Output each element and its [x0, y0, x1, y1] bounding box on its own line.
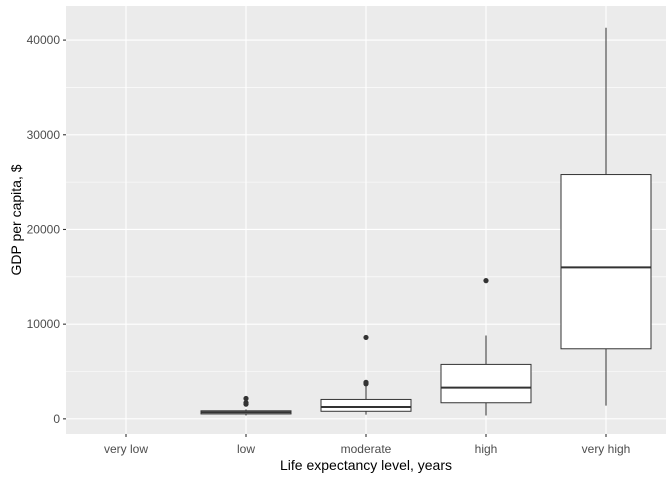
- box: [560, 174, 652, 350]
- y-tick-label: 20000: [27, 222, 61, 236]
- y-tick-label: 0: [53, 412, 60, 426]
- outlier-point: [243, 395, 249, 402]
- x-axis: very low low moderate high very high: [104, 434, 630, 456]
- y-axis: 0 10000 20000 30000 40000: [27, 33, 66, 426]
- outlier-point: [363, 334, 369, 341]
- x-tick-label: high: [475, 442, 498, 456]
- y-axis-title: GDP per capita, $: [8, 164, 24, 275]
- x-tick-label: very low: [104, 442, 148, 456]
- box: [440, 363, 532, 404]
- outlier-point: [363, 379, 369, 385]
- outlier-point: [243, 400, 249, 406]
- boxes: [200, 27, 652, 416]
- box: [320, 398, 412, 412]
- x-tick-label: very high: [582, 442, 631, 456]
- y-tick-label: 30000: [27, 128, 61, 142]
- x-tick-label: moderate: [341, 442, 392, 456]
- x-axis-title: Life expectancy level, years: [280, 457, 452, 473]
- outlier-point: [483, 278, 489, 284]
- x-tick-label: low: [237, 442, 255, 456]
- y-tick-label: 40000: [27, 33, 61, 47]
- y-tick-label: 10000: [27, 317, 61, 331]
